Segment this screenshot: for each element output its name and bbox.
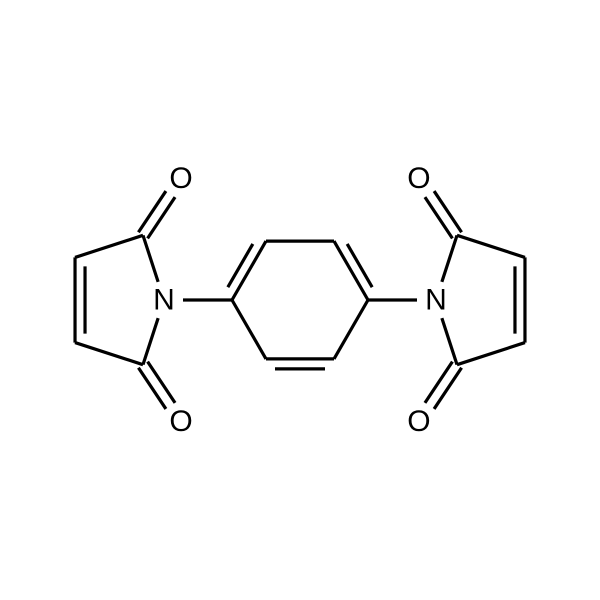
bond-double bbox=[148, 197, 175, 238]
bond-double bbox=[138, 368, 165, 409]
bond-single bbox=[75, 235, 143, 257]
atom-label-o: O bbox=[169, 162, 192, 195]
bond-double bbox=[425, 362, 452, 403]
bond-single bbox=[442, 235, 457, 282]
bond-single bbox=[457, 235, 525, 257]
chemical-structure-diagram: N O O N O O bbox=[0, 0, 600, 600]
bond-single bbox=[442, 318, 457, 365]
bond-single bbox=[143, 235, 158, 282]
atom-label-n: N bbox=[153, 284, 175, 317]
bond-single bbox=[457, 343, 525, 365]
bond-double bbox=[434, 191, 461, 232]
bond-double bbox=[434, 368, 461, 409]
bond-double bbox=[425, 197, 452, 238]
atom-label-o: O bbox=[169, 405, 192, 438]
atom-label-o: O bbox=[407, 162, 430, 195]
bond-double bbox=[138, 191, 165, 232]
bond-single bbox=[75, 343, 143, 365]
bond-single bbox=[334, 300, 368, 359]
bond-single bbox=[143, 318, 158, 365]
bonds-layer bbox=[75, 191, 525, 409]
bond-double-inner bbox=[228, 244, 253, 287]
atom-label-n: N bbox=[425, 284, 447, 317]
bond-double bbox=[148, 362, 175, 403]
atom-label-o: O bbox=[407, 405, 430, 438]
bond-double-inner bbox=[347, 244, 372, 287]
bond-single bbox=[232, 300, 266, 359]
